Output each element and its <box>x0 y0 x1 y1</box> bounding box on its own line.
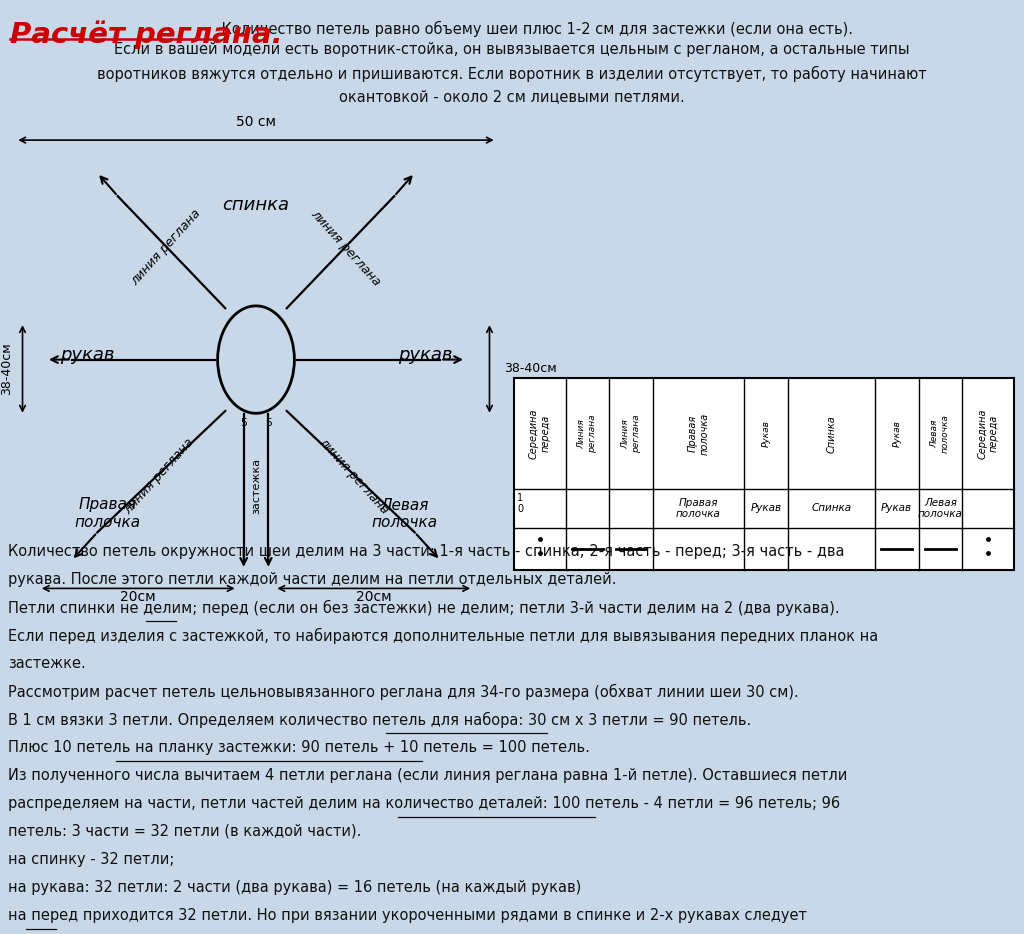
Text: Линия
реглана: Линия реглана <box>578 415 597 453</box>
Text: линия реглана: линия реглана <box>128 207 204 288</box>
Text: рукав: рукав <box>59 346 115 364</box>
Text: линия реглана: линия реглана <box>308 207 384 288</box>
Text: Левая
полочка: Левая полочка <box>918 498 963 519</box>
Text: Спинка: Спинка <box>826 415 837 453</box>
Text: застежка: застежка <box>251 458 261 514</box>
Text: распределяем на части, петли частей делим на количество деталей: 100 петель - 4 : распределяем на части, петли частей дели… <box>8 796 841 811</box>
Text: Линия
реглана: Линия реглана <box>622 415 641 453</box>
Text: Если в вашей модели есть воротник-стойка, он вывязывается цельным с регланом, а : Если в вашей модели есть воротник-стойка… <box>115 42 909 57</box>
Text: Количество петель окружности шеи делим на 3 части: 1-я часть - спинка; 2-я часть: Количество петель окружности шеи делим н… <box>8 544 845 559</box>
Text: Плюс 10 петель на планку застежки: 90 петель + 10 петель = 100 петель.: Плюс 10 петель на планку застежки: 90 пе… <box>8 740 590 755</box>
Text: 5: 5 <box>265 418 271 429</box>
Text: 38-40см: 38-40см <box>504 362 557 375</box>
Text: окантовкой - около 2 см лицевыми петлями.: окантовкой - около 2 см лицевыми петлями… <box>339 89 685 104</box>
Text: Рукав: Рукав <box>892 420 901 447</box>
Text: застежке.: застежке. <box>8 656 86 671</box>
Text: Левая
полочка: Левая полочка <box>372 498 437 530</box>
Text: 5: 5 <box>241 418 247 429</box>
Text: Правая
полочка: Правая полочка <box>75 498 140 530</box>
Text: Если перед изделия с застежкой, то набираются дополнительные петли для вывязыван: Если перед изделия с застежкой, то набир… <box>8 628 879 644</box>
Text: на перед приходится 32 петли. Но при вязании укороченными рядами в спинке и 2-х : на перед приходится 32 петли. Но при вяз… <box>8 908 807 923</box>
Text: линия реглана: линия реглана <box>315 436 391 517</box>
Text: 50 см: 50 см <box>236 115 276 129</box>
Text: рукав: рукав <box>397 346 453 364</box>
Text: рукава. После этого петли каждой части делим на петли отдельных деталей.: рукава. После этого петли каждой части д… <box>8 572 616 587</box>
Text: 1: 1 <box>517 493 523 503</box>
Text: Середина
переда: Середина переда <box>529 408 551 459</box>
Text: Правая
полочка: Правая полочка <box>688 413 710 455</box>
Text: Расчёт реглана.: Расчёт реглана. <box>10 21 283 50</box>
Text: Рукав: Рукав <box>882 503 912 514</box>
Bar <box>514 378 1014 570</box>
Text: Правая
полочка: Правая полочка <box>676 498 721 519</box>
Text: воротников вяжутся отдельно и пришиваются. Если воротник в изделии отсутствует, : воротников вяжутся отдельно и пришиваютс… <box>97 65 927 81</box>
Text: на рукава: 32 петли: 2 части (два рукава) = 16 петель (на каждый рукав): на рукава: 32 петли: 2 части (два рукава… <box>8 880 582 895</box>
Text: Рукав: Рукав <box>751 503 781 514</box>
Text: 20см: 20см <box>356 590 391 604</box>
Text: В 1 см вязки 3 петли. Определяем количество петель для набора: 30 см х 3 петли =: В 1 см вязки 3 петли. Определяем количес… <box>8 712 752 728</box>
Text: Из полученного числа вычитаем 4 петли реглана (если линия реглана равна 1-й петл: Из полученного числа вычитаем 4 петли ре… <box>8 768 848 783</box>
Text: линия реглана: линия реглана <box>121 436 197 517</box>
Text: Середина
переда: Середина переда <box>977 408 998 459</box>
Text: Левая
полочка: Левая полочка <box>931 415 950 453</box>
Text: 38-40см: 38-40см <box>0 343 13 395</box>
Text: 0: 0 <box>517 504 523 515</box>
Text: 20см: 20см <box>121 590 156 604</box>
Text: Спинка: Спинка <box>811 503 851 514</box>
Text: спинка: спинка <box>222 196 290 215</box>
Text: петель: 3 части = 32 петли (в каждой части).: петель: 3 части = 32 петли (в каждой час… <box>8 824 361 839</box>
Text: на спинку - 32 петли;: на спинку - 32 петли; <box>8 852 174 867</box>
Text: Рукав: Рукав <box>762 420 770 447</box>
Text: Петли спинки не делим; перед (если он без застежки) не делим; петли 3-й части де: Петли спинки не делим; перед (если он бе… <box>8 600 840 616</box>
Text: Рассмотрим расчет петель цельновывязанного реглана для 34-го размера (обхват лин: Рассмотрим расчет петель цельновывязанно… <box>8 684 799 700</box>
Text: Количество петель равно объему шеи плюс 1-2 см для застежки (если она есть).: Количество петель равно объему шеи плюс … <box>217 21 853 36</box>
